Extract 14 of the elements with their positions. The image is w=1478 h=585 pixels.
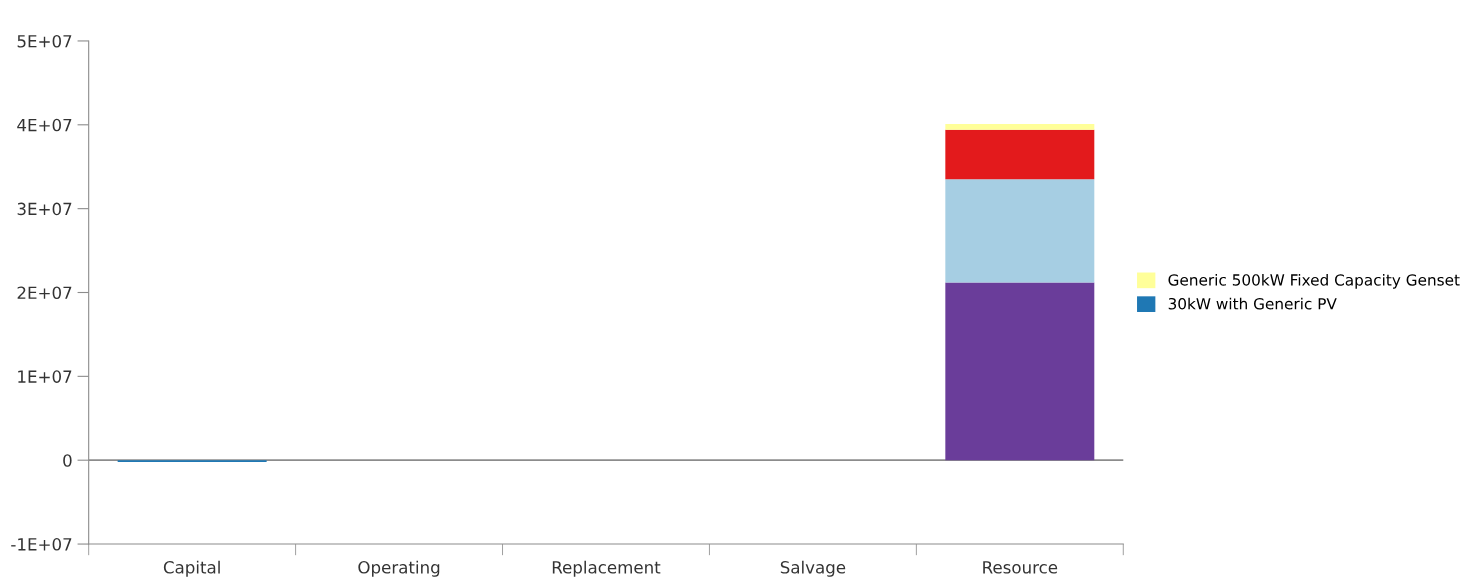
y-tick-label: 2E+07 [17, 286, 72, 300]
y-tick-label: 1E+07 [18, 370, 72, 383]
y-tick-label: 5E+07 [17, 34, 72, 48]
x-tick-label: Replacement [552, 560, 661, 577]
y-tick-label: 4E+07 [17, 118, 72, 132]
x-tick-label: Capital [163, 560, 220, 577]
x-tick-label: Salvage [780, 560, 846, 577]
y-tick-label: 0 [63, 454, 72, 467]
legend-label: 30kW with Generic PV [1168, 297, 1337, 310]
x-tick-label: Operating [358, 560, 440, 577]
x-tick-label: Resource [983, 561, 1058, 574]
y-tick-label: -1E+07 [11, 538, 72, 551]
legend-label: Generic 500kW Fixed Capacity Genset [1168, 273, 1460, 289]
y-tick-label: 3E+07 [17, 202, 72, 216]
